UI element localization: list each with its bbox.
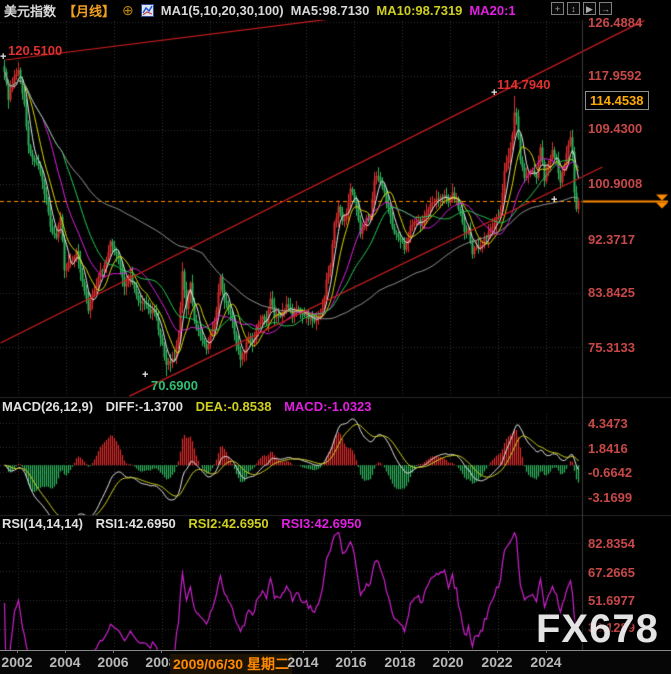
- x-tick-mark: [400, 650, 401, 653]
- ma20-value: MA20:1: [469, 2, 516, 18]
- rsi-y-tick: 67.2665: [588, 565, 635, 580]
- y-tick: 126.4884: [588, 15, 643, 30]
- rsi2-value: RSI2:42.6950: [188, 516, 269, 531]
- rsi3-value: RSI3:42.6950: [281, 516, 362, 531]
- ma-settings-label: MA1(5,10,20,30,100): [160, 2, 284, 18]
- low-annotation-2008: 70.6900: [151, 378, 198, 393]
- export-chart-button[interactable]: →: [599, 2, 612, 15]
- rsi-y-tick: 51.6977: [588, 593, 635, 608]
- x-tick-mark: [161, 650, 162, 653]
- chart-toolbar: + ↕ ▶ →: [551, 2, 612, 15]
- x-label-2016: 2016: [335, 654, 367, 670]
- fx678-watermark: FX678: [536, 607, 659, 651]
- high-annotation-2001: 120.5100: [8, 43, 63, 58]
- time-axis[interactable]: 2002 2004 2006 2008 2009/06/30 星期二 2014 …: [0, 650, 671, 674]
- y-tick: 92.3717: [588, 232, 635, 247]
- low-marker-2008: +: [142, 369, 149, 381]
- x-tick-mark: [546, 650, 547, 653]
- rsi-header: RSI(14,14,14) RSI1:42.6950 RSI2:42.6950 …: [2, 516, 371, 531]
- last-price-marker: +: [551, 194, 558, 206]
- x-label-2002: 2002: [1, 654, 33, 670]
- ma5-value: MA5:98.7130: [290, 2, 370, 18]
- x-label-2008: 2008: [145, 654, 177, 670]
- selected-date-label: 2009/06/30 星期二: [170, 654, 292, 674]
- y-tick: 83.8425: [588, 285, 635, 300]
- scale-tool-button[interactable]: ↕: [567, 2, 580, 15]
- instrument-title: 美元指数: [4, 3, 57, 19]
- selected-price-box: 114.4538: [585, 91, 649, 110]
- macd-params-label: MACD(26,12,9): [2, 399, 94, 414]
- x-label-2018: 2018: [384, 654, 416, 670]
- x-tick-mark: [65, 650, 66, 653]
- macd-header: MACD(26,12,9) DIFF:-1.3700 DEA:-0.8538 M…: [2, 399, 381, 414]
- high-marker-2022: +: [491, 87, 498, 99]
- add-indicator-icon[interactable]: ⊕: [122, 1, 134, 18]
- rsi1-value: RSI1:42.6950: [95, 516, 176, 531]
- x-label-2022: 2022: [481, 654, 513, 670]
- period-selector[interactable]: 【月线】: [63, 3, 116, 19]
- macd-diff-value: DIFF:-1.3700: [105, 399, 183, 414]
- x-label-2006: 2006: [97, 654, 129, 670]
- x-tick-mark: [351, 650, 352, 653]
- macd-y-tick: -0.6642: [588, 465, 633, 480]
- rsi-params-label: RSI(14,14,14): [2, 516, 83, 531]
- x-tick-mark: [17, 650, 18, 653]
- x-tick-mark: [303, 650, 304, 653]
- y-tick: 117.9592: [588, 68, 642, 83]
- ma10-value: MA10:98.7319: [376, 2, 463, 18]
- chart-header: 美元指数 【月线】 ⊕ MA1(5,10,20,30,100) MA5:98.7…: [0, 0, 671, 20]
- high-annotation-2022: 114.7940: [497, 77, 551, 92]
- y-tick: 75.3133: [588, 340, 635, 355]
- macd-y-tick: 4.3473: [588, 416, 628, 431]
- y-tick: 100.9008: [588, 176, 643, 191]
- x-label-2020: 2020: [432, 654, 464, 670]
- macd-hist-value: MACD:-1.0323: [284, 399, 372, 414]
- x-label-2004: 2004: [49, 654, 81, 670]
- crosshair-tool-button[interactable]: +: [551, 2, 564, 15]
- x-label-2014: 2014: [287, 654, 319, 670]
- macd-y-tick: -3.1699: [588, 490, 633, 505]
- macd-y-tick: 1.8416: [588, 441, 628, 456]
- rsi-y-tick: 82.8354: [588, 536, 635, 551]
- play-forward-button[interactable]: ▶: [583, 2, 596, 15]
- x-tick-mark: [113, 650, 114, 653]
- chart-type-icon[interactable]: [140, 3, 154, 17]
- x-tick-mark: [448, 650, 449, 653]
- x-tick-mark: [497, 650, 498, 653]
- macd-dea-value: DEA:-0.8538: [195, 399, 272, 414]
- y-tick: 109.4300: [588, 121, 643, 136]
- rsi-y-tick: 36.1289: [588, 620, 635, 635]
- x-label-2024: 2024: [530, 654, 562, 670]
- high-marker-2001: +: [0, 51, 7, 63]
